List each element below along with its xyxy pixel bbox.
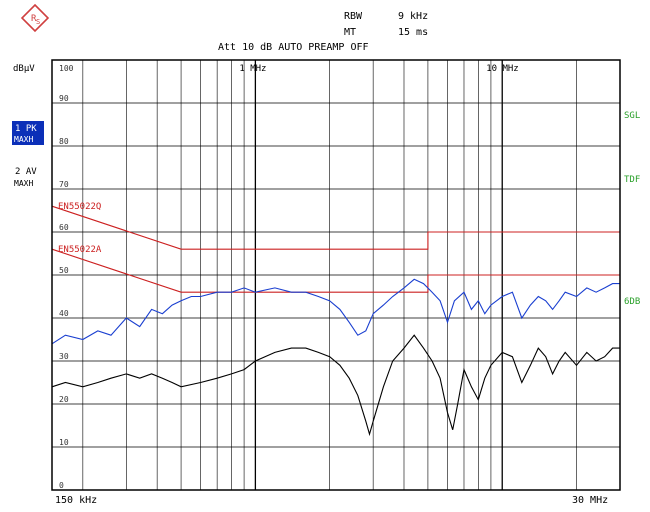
tdf-indicator: TDF bbox=[624, 175, 640, 185]
svg-text:S: S bbox=[36, 18, 40, 26]
trace2-mode[interactable]: MAXH bbox=[14, 179, 33, 188]
y-tick-label: 70 bbox=[59, 180, 69, 189]
x-start-label: 150 kHz bbox=[55, 495, 97, 506]
limit-lines: EN55022Q EN55022A bbox=[51, 202, 620, 293]
sgl-indicator: SGL bbox=[624, 111, 640, 121]
svg-text:R: R bbox=[31, 14, 37, 24]
limit-line bbox=[51, 248, 620, 293]
y-tick-label: 60 bbox=[59, 223, 69, 232]
x-tick-label: 10 MHz bbox=[486, 64, 519, 74]
y-tick-label: 20 bbox=[59, 395, 69, 404]
trace2-label[interactable]: 2 AV bbox=[15, 167, 37, 177]
y-tick-label: 40 bbox=[59, 309, 69, 318]
trace1-highlight bbox=[12, 121, 44, 145]
trace1-label[interactable]: 1 PK bbox=[15, 124, 37, 134]
plot-frame bbox=[51, 59, 621, 491]
limit-line-label: EN55022Q bbox=[58, 202, 101, 212]
x-tick-labels: 1 MHz 10 MHz bbox=[239, 64, 518, 74]
y-unit-label: dBµV bbox=[13, 64, 35, 74]
6db-indicator: 6DB bbox=[624, 297, 640, 307]
y-tick-label: 100 bbox=[59, 64, 74, 73]
rbw-value: 9 kHz bbox=[398, 11, 428, 22]
y-tick-label: 10 bbox=[59, 438, 69, 447]
mt-label: MT bbox=[344, 27, 356, 38]
y-tick-labels: 0 10 20 30 40 50 60 70 80 90 100 bbox=[59, 64, 74, 490]
trace1-mode[interactable]: MAXH bbox=[14, 135, 33, 144]
limit-line-label: EN55022A bbox=[58, 245, 102, 255]
limit-line bbox=[51, 205, 620, 250]
y-tick-label: 30 bbox=[59, 352, 69, 361]
trace-peak-maxh bbox=[51, 278, 620, 345]
mt-value: 15 ms bbox=[398, 27, 428, 38]
trace-average-maxh bbox=[51, 334, 620, 437]
attenuation-line: Att 10 dB AUTO PREAMP OFF bbox=[218, 42, 369, 53]
y-tick-label: 0 bbox=[59, 481, 64, 490]
y-tick-label: 90 bbox=[59, 94, 69, 103]
x-end-label: 30 MHz bbox=[572, 495, 608, 506]
x-tick-label: 1 MHz bbox=[239, 64, 266, 74]
rohde-schwarz-logo-icon: R S bbox=[20, 3, 50, 33]
y-tick-label: 80 bbox=[59, 137, 69, 146]
traces bbox=[51, 278, 620, 437]
y-tick-label: 50 bbox=[59, 266, 69, 275]
rbw-label: RBW bbox=[344, 11, 363, 22]
